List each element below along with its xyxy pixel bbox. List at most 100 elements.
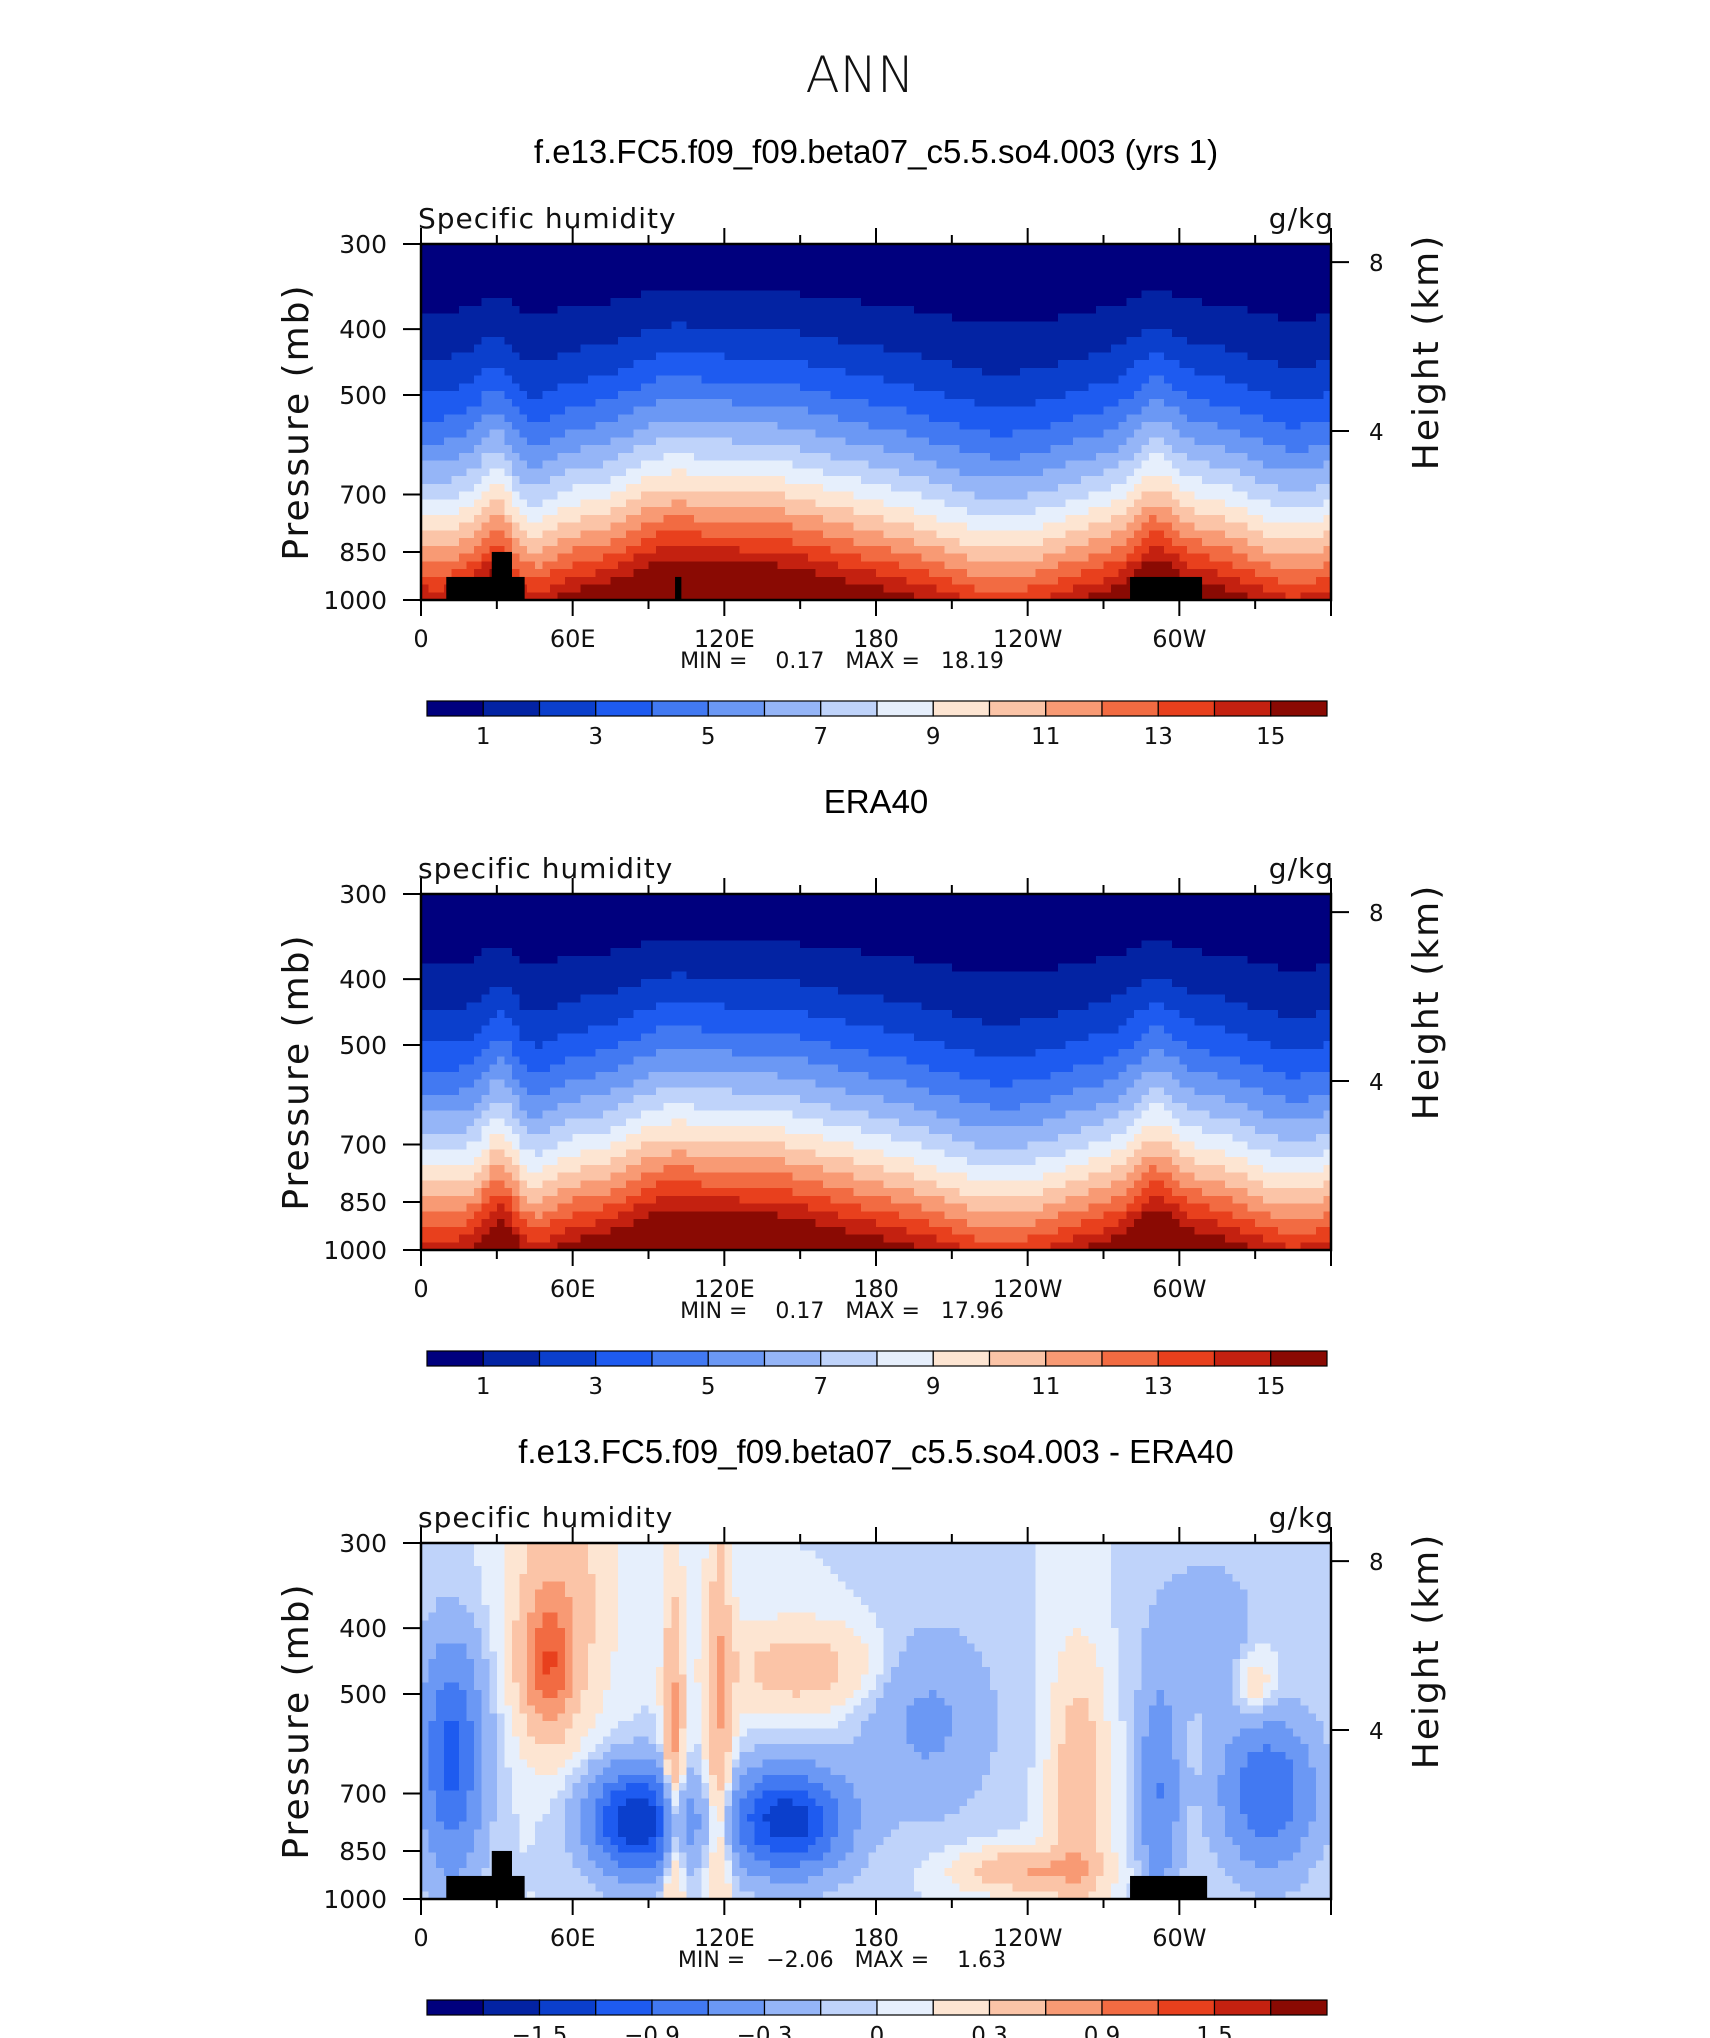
contour-cell <box>921 561 930 570</box>
contour-cell <box>1164 274 1173 284</box>
contour-cell <box>1020 429 1029 439</box>
contour-cell <box>1171 259 1180 268</box>
contour-cell <box>936 491 945 500</box>
contour-cell <box>1027 468 1036 477</box>
contour-cell <box>656 483 665 493</box>
contour-cell <box>686 468 695 477</box>
contour-cell <box>929 259 938 268</box>
contour-cell <box>815 267 824 276</box>
contour-cell <box>822 483 832 493</box>
contour-cell <box>898 437 907 446</box>
contour-cell <box>686 437 695 446</box>
contour-cell <box>974 375 983 384</box>
contour-cell <box>830 545 839 555</box>
contour-cell <box>860 282 870 292</box>
contour-cell <box>792 499 801 508</box>
contour-cell <box>1133 282 1143 292</box>
contour-cell <box>709 298 718 307</box>
contour-cell <box>1111 406 1120 415</box>
contour-cell <box>838 383 847 392</box>
contour-cell <box>557 422 566 431</box>
contour-cell <box>951 305 961 315</box>
contour-cell <box>443 460 452 470</box>
contour-cell <box>716 375 725 384</box>
contour-cell <box>868 282 877 292</box>
contour-cell <box>944 514 953 524</box>
contour-cell <box>989 367 998 377</box>
contour-cell <box>1255 452 1264 462</box>
contour-cell <box>1255 251 1264 261</box>
contour-cell <box>557 530 566 539</box>
contour-cell <box>845 290 854 299</box>
contour-cell <box>1111 398 1120 408</box>
contour-cell <box>1270 491 1279 500</box>
contour-cell <box>822 468 832 477</box>
contour-cell <box>1088 499 1097 508</box>
contour-cell <box>800 499 809 508</box>
contour-cell <box>603 251 612 261</box>
contour-cell <box>640 429 650 439</box>
contour-cell <box>845 298 854 307</box>
contour-cell <box>656 452 665 462</box>
contour-cell <box>496 422 506 431</box>
contour-cell <box>519 468 528 477</box>
contour-cell <box>587 329 597 338</box>
contour-cell <box>1247 398 1256 408</box>
contour-cell <box>997 398 1006 408</box>
contour-cell <box>769 507 779 516</box>
contour-cell <box>1065 468 1074 477</box>
contour-cell <box>1080 429 1089 439</box>
contour-cell <box>1103 406 1112 415</box>
contour-cell <box>1133 344 1143 353</box>
contour-cell <box>572 251 581 261</box>
contour-cell <box>640 476 650 485</box>
contour-cell <box>580 514 589 524</box>
contour-cell <box>421 398 430 408</box>
contour-cell <box>1293 329 1302 338</box>
contour-cell <box>580 352 589 361</box>
contour-cell <box>1042 360 1052 369</box>
contour-cell <box>1126 499 1135 508</box>
contour-cell <box>1217 367 1226 377</box>
contour-cell <box>1262 553 1271 562</box>
contour-cell <box>1179 329 1188 338</box>
contour-cell <box>838 468 847 477</box>
contour-cell <box>519 514 528 524</box>
contour-cell <box>815 522 824 531</box>
contour-cell <box>989 406 998 415</box>
contour-cell <box>421 422 430 431</box>
contour-cell <box>512 561 521 570</box>
contour-cell <box>1126 483 1135 493</box>
contour-cell <box>436 259 445 268</box>
contour-cell <box>565 499 574 508</box>
contour-cell <box>807 282 816 292</box>
contour-cell <box>1293 244 1302 253</box>
contour-cell <box>436 406 445 415</box>
contour-cell <box>648 251 657 261</box>
contour-cell <box>1133 414 1143 423</box>
contour-cell <box>671 483 680 493</box>
contour-cell <box>929 507 938 516</box>
contour-cell <box>648 476 657 485</box>
contour-cell <box>1133 329 1143 338</box>
contour-cell <box>1080 406 1089 415</box>
contour-cell <box>1126 460 1135 470</box>
contour-cell <box>481 274 490 284</box>
contour-cell <box>1103 545 1112 555</box>
contour-cell <box>739 336 748 346</box>
contour-cell <box>633 267 642 276</box>
contour-cell <box>481 522 490 531</box>
contour-cell <box>519 329 528 338</box>
contour-cell <box>967 383 976 392</box>
contour-cell <box>853 452 862 462</box>
contour-cell <box>1073 483 1082 493</box>
contour-cell <box>1050 375 1059 384</box>
contour-cell <box>1073 553 1082 562</box>
contour-cell <box>1277 267 1287 276</box>
contour-cell <box>967 561 976 570</box>
contour-cell <box>496 313 506 322</box>
contour-cell <box>883 491 892 500</box>
contour-cell <box>1088 483 1097 493</box>
contour-cell <box>1270 282 1279 292</box>
contour-cell <box>1247 553 1256 562</box>
